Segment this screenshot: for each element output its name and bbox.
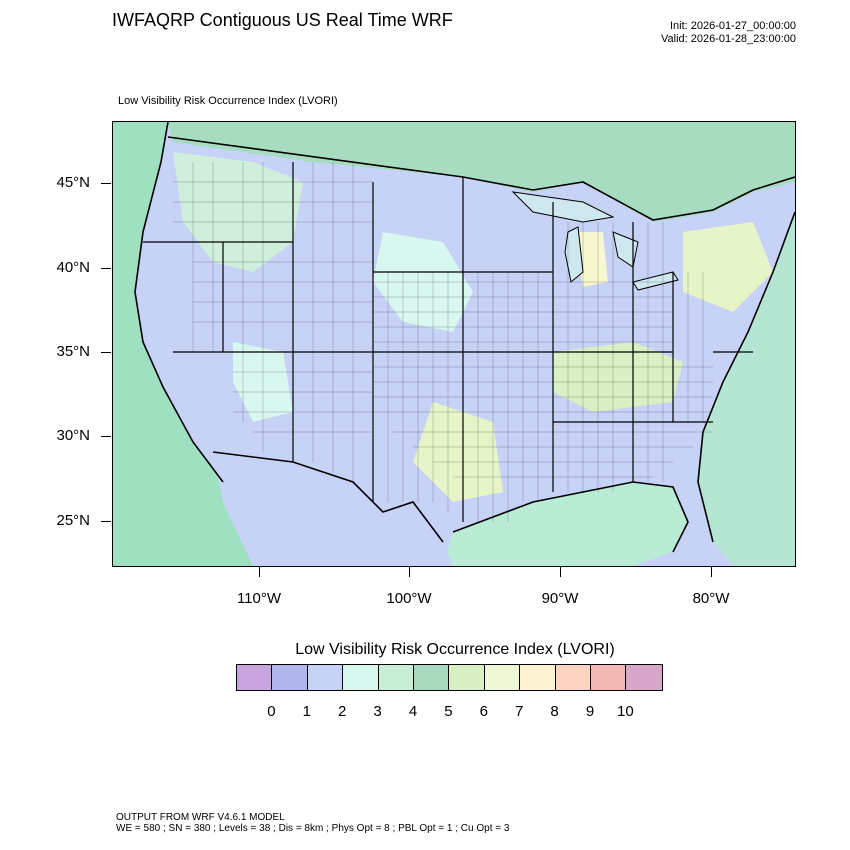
map-subtitle: Low Visibility Risk Occurrence Index (LV… (118, 95, 338, 107)
lat-tick-25 (101, 521, 111, 522)
lon-label-80: 80°W (692, 590, 730, 607)
legend-tick-label: 9 (585, 703, 595, 720)
legend-color-box (520, 665, 556, 690)
legend-tick-label: 2 (338, 703, 347, 720)
legend-color-box (307, 665, 344, 690)
legend-colorbar (236, 664, 663, 691)
lon-tick-110 (259, 567, 260, 577)
lake-michigan (564, 226, 584, 283)
pacific-ocean (113, 122, 273, 566)
lat-tick-30 (101, 436, 111, 437)
lat-label-45: 45°N (56, 174, 90, 191)
valid-time-block: Init: 2026-01-27_00:00:00 Valid: 2026-01… (661, 20, 796, 46)
county-boundaries (173, 162, 713, 522)
canada-region (168, 122, 795, 222)
legend-tick-label: 7 (515, 703, 524, 720)
lat-label-35: 35°N (56, 343, 90, 360)
tennessee-blob (553, 342, 683, 412)
legend-title: Low Visibility Risk Occurrence Index (LV… (295, 641, 615, 658)
legend-color-box (237, 665, 273, 690)
init-time: Init: 2026-01-27_00:00:00 (670, 20, 796, 32)
legend-color-box (449, 665, 485, 690)
map-svg (113, 122, 795, 566)
lat-tick-40 (101, 268, 111, 269)
atlantic-ocean (698, 212, 795, 566)
lon-label-110: 110°W (236, 590, 282, 607)
legend-tick-label: 6 (479, 703, 488, 720)
legend-color-box (272, 665, 308, 690)
lake-superior (511, 191, 615, 223)
coastline (134, 122, 795, 553)
model-info: OUTPUT FROM WRF V4.6.1 MODEL WE = 580 ; … (116, 812, 509, 834)
legend-color-box (484, 665, 521, 690)
legend-tick-label: 3 (373, 703, 382, 720)
legend-tick-label: 1 (302, 703, 311, 720)
northeast-blob (683, 222, 773, 312)
map-panel (112, 121, 796, 567)
legend-color-box (378, 665, 414, 690)
mexico-border (212, 451, 444, 543)
lat-tick-45 (101, 183, 111, 184)
legend-color-box (413, 665, 450, 690)
lat-label-30: 30°N (56, 427, 90, 444)
lon-tick-100 (409, 567, 410, 577)
lat-label-40: 40°N (56, 259, 90, 276)
lon-tick-80 (711, 567, 712, 577)
legend-tick-label: 0 (267, 703, 276, 720)
legend-color-box (343, 665, 379, 690)
canada-border (167, 136, 795, 221)
legend-tick-label: 10 (617, 703, 634, 720)
gulf-of-mexico (443, 482, 688, 566)
legend-tick-label: 5 (444, 703, 453, 720)
lon-label-90: 90°W (541, 590, 579, 607)
valid-time: Valid: 2026-01-28_23:00:00 (661, 33, 796, 45)
legend-color-box (626, 665, 662, 690)
lat-tick-35 (101, 352, 111, 353)
page-title: IWFAQRP Contiguous US Real Time WRF (112, 10, 453, 30)
lake-erie (632, 271, 679, 291)
legend-tick-label: 4 (408, 703, 418, 720)
legend-tick-label: 8 (550, 703, 559, 720)
model-info-line2: WE = 580 ; SN = 380 ; Levels = 38 ; Dis … (116, 823, 510, 834)
lat-label-25: 25°N (56, 512, 90, 529)
lon-label-100: 100°W (386, 590, 432, 607)
lon-tick-90 (560, 567, 561, 577)
mexico-region (213, 452, 453, 566)
legend-color-box (590, 665, 627, 690)
legend-color-box (555, 665, 591, 690)
model-info-line1: OUTPUT FROM WRF V4.6.1 MODEL (116, 812, 285, 823)
